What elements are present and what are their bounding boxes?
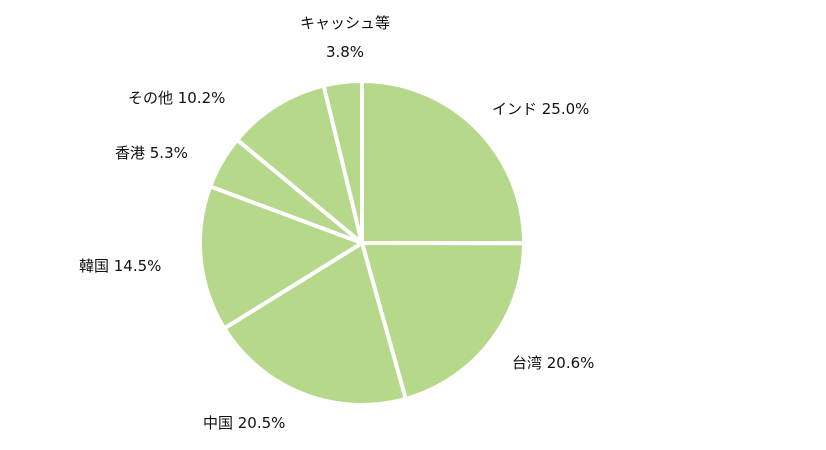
label-india: インド 25.0% xyxy=(492,100,589,118)
label-china: 中国 20.5% xyxy=(203,414,285,432)
label-cash-line2: 3.8% xyxy=(326,43,364,61)
label-korea: 韓国 14.5% xyxy=(79,257,161,275)
label-hongkong: 香港 5.3% xyxy=(115,144,188,162)
label-taiwan: 台湾 20.6% xyxy=(512,354,594,372)
label-other: その他 10.2% xyxy=(128,89,225,107)
label-cash-line1: キャッシュ等 xyxy=(300,14,390,32)
pie-slices xyxy=(200,81,524,405)
